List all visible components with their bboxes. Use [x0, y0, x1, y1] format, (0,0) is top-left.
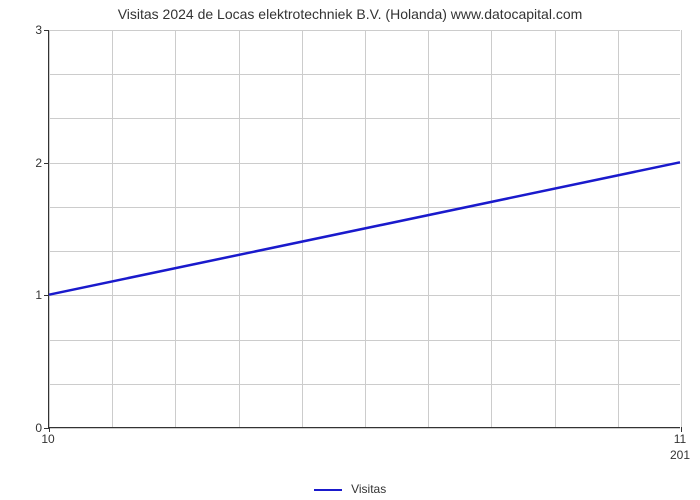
y-tick-label: 2 — [35, 156, 42, 170]
legend-swatch — [314, 489, 342, 491]
series-line — [49, 30, 680, 427]
x-axis-secondary-label: 201 — [670, 448, 690, 462]
x-axis-labels: 1011201 — [48, 428, 680, 468]
y-axis-labels: 0123 — [0, 30, 48, 428]
legend: Visitas — [0, 482, 700, 496]
x-tick-label: 10 — [41, 432, 54, 446]
chart-title: Visitas 2024 de Locas elektrotechniek B.… — [0, 6, 700, 22]
y-tick-label: 1 — [35, 288, 42, 302]
line-chart: Visitas 2024 de Locas elektrotechniek B.… — [0, 0, 700, 500]
x-tick-label: 11 — [674, 432, 686, 446]
legend-label: Visitas — [351, 482, 386, 496]
y-tick-label: 3 — [35, 23, 42, 37]
plot-area — [48, 30, 680, 428]
